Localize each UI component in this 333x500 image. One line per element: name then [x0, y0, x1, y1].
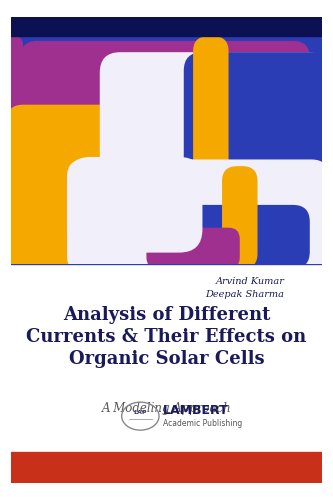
- Text: LAMBERT: LAMBERT: [163, 404, 228, 417]
- Text: Deepak Sharma: Deepak Sharma: [205, 290, 285, 299]
- FancyBboxPatch shape: [184, 52, 333, 223]
- Text: LAP: LAP: [134, 410, 147, 415]
- FancyBboxPatch shape: [67, 157, 202, 252]
- FancyBboxPatch shape: [193, 36, 228, 268]
- Bar: [11, 16, 322, 36]
- FancyBboxPatch shape: [156, 205, 310, 268]
- Bar: [11, 452, 322, 484]
- FancyBboxPatch shape: [6, 104, 133, 268]
- FancyBboxPatch shape: [20, 41, 310, 254]
- FancyBboxPatch shape: [67, 160, 328, 274]
- Text: Analysis of Different
Currents & Their Effects on
Organic Solar Cells: Analysis of Different Currents & Their E…: [26, 306, 307, 368]
- Text: Academic Publishing: Academic Publishing: [163, 419, 242, 428]
- FancyBboxPatch shape: [222, 166, 257, 268]
- Bar: [11, 36, 322, 264]
- FancyBboxPatch shape: [6, 36, 23, 264]
- FancyBboxPatch shape: [147, 228, 240, 268]
- Text: Arvind Kumar: Arvind Kumar: [216, 277, 285, 286]
- Text: A Modeling Approach: A Modeling Approach: [102, 402, 231, 415]
- FancyBboxPatch shape: [100, 52, 328, 223]
